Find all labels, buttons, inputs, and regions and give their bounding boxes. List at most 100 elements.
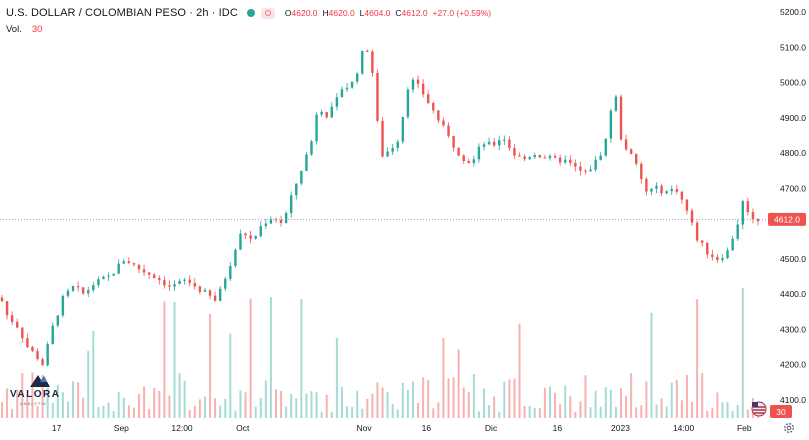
- time-tick-label: 12:00: [171, 423, 193, 433]
- candle: [21, 327, 24, 343]
- candle: [76, 281, 80, 292]
- volume-bar: [366, 398, 369, 418]
- volume-bar: [493, 396, 496, 418]
- candle: [574, 159, 577, 172]
- price-tick-label: 4100.0: [780, 395, 806, 405]
- volume-bar: [706, 411, 709, 418]
- volume-bar: [51, 403, 54, 418]
- price-axis[interactable]: 5200.0 5100.0 5000.0 4900.0 4800.0 4700.0 4500…: [780, 7, 806, 405]
- candle: [173, 280, 176, 292]
- symbol-title[interactable]: U.S. DOLLAR / COLOMBIAN PESO · 2h · IDC: [6, 7, 238, 19]
- flag-icon[interactable]: [260, 7, 275, 19]
- candle: [599, 151, 602, 161]
- candle: [558, 154, 562, 166]
- volume-bar: [148, 408, 151, 418]
- volume-bar: [259, 397, 262, 418]
- candle: [452, 135, 455, 152]
- candle: [411, 77, 415, 94]
- price-tick-label: 5000.0: [780, 78, 806, 88]
- volume-bar: [320, 411, 323, 418]
- volume-bar: [457, 349, 460, 418]
- volume-bar: [483, 388, 486, 418]
- volume-bar: [137, 393, 140, 418]
- volume-legend[interactable]: Vol. 30: [6, 24, 42, 35]
- candle: [756, 218, 760, 226]
- volume-bar: [102, 405, 105, 418]
- volume-bar: [437, 402, 440, 418]
- volume-label: Vol.: [6, 24, 22, 35]
- volume-bar: [691, 401, 694, 418]
- volume-bar: [6, 388, 9, 418]
- candle: [381, 116, 384, 158]
- volume-bar: [269, 297, 272, 418]
- volume-bar: [472, 374, 475, 418]
- volume-bar: [300, 299, 303, 418]
- volume-bar: [625, 395, 628, 418]
- candle: [188, 275, 191, 287]
- volume-bar: [305, 393, 308, 418]
- candle: [71, 285, 75, 293]
- valora-mark-icon: [30, 375, 50, 387]
- volume-bar: [391, 403, 394, 418]
- candle: [665, 189, 668, 195]
- candle: [198, 285, 202, 295]
- candle: [350, 81, 354, 89]
- candle: [290, 191, 293, 218]
- candle: [432, 101, 435, 114]
- volume-bar: [538, 408, 541, 418]
- volume-bar: [665, 406, 668, 418]
- candle: [56, 315, 60, 328]
- candle: [543, 154, 547, 159]
- candle: [533, 152, 536, 159]
- volume-bar: [16, 389, 19, 418]
- price-tick-label: 4700.0: [780, 183, 806, 193]
- candlesticks: [0, 49, 760, 367]
- candle: [447, 122, 450, 138]
- candle: [229, 262, 232, 282]
- candle: [295, 183, 298, 200]
- volume-bar: [351, 407, 354, 418]
- volume-bar: [422, 377, 425, 418]
- candle: [112, 273, 115, 277]
- candle: [26, 333, 29, 349]
- candle: [624, 134, 628, 152]
- candle: [259, 221, 262, 238]
- volume-bar: [543, 387, 546, 418]
- candle: [513, 144, 516, 160]
- volume-bar: [452, 377, 455, 418]
- volume-bar: [87, 350, 90, 418]
- volume-bar: [112, 411, 115, 418]
- time-axis[interactable]: 17 Sep 12:00 Oct Nov 16 Dic 16 2023 14:00 Feb: [52, 423, 752, 433]
- candle: [579, 161, 582, 176]
- candle: [619, 94, 623, 141]
- candle: [371, 49, 374, 77]
- volume-bar: [153, 387, 156, 418]
- time-tick-label: Sep: [114, 423, 129, 433]
- candle: [92, 282, 95, 293]
- volume-bar: [716, 392, 719, 418]
- candle: [66, 288, 70, 299]
- volume-bar: [92, 331, 95, 418]
- candle: [726, 247, 729, 260]
- candle: [178, 278, 181, 285]
- volume-bar: [82, 397, 85, 418]
- candle: [137, 264, 141, 274]
- candle: [751, 208, 755, 224]
- volume-bar: [533, 407, 536, 418]
- last-price-tag: 4612.0: [768, 212, 806, 226]
- volume-bar: [193, 405, 196, 418]
- volume-bar: [680, 400, 683, 418]
- candle: [142, 264, 146, 276]
- volume-bar: [685, 375, 688, 418]
- volume-bar: [554, 392, 557, 418]
- volume-bar: [675, 380, 678, 418]
- candle: [406, 87, 410, 120]
- candle: [127, 257, 131, 264]
- volume-bar: [559, 404, 562, 418]
- price-tick-label: 4300.0: [780, 324, 806, 334]
- candle: [224, 276, 227, 292]
- candle: [361, 50, 364, 76]
- volume-bar: [640, 405, 643, 418]
- gear-icon[interactable]: [782, 421, 796, 435]
